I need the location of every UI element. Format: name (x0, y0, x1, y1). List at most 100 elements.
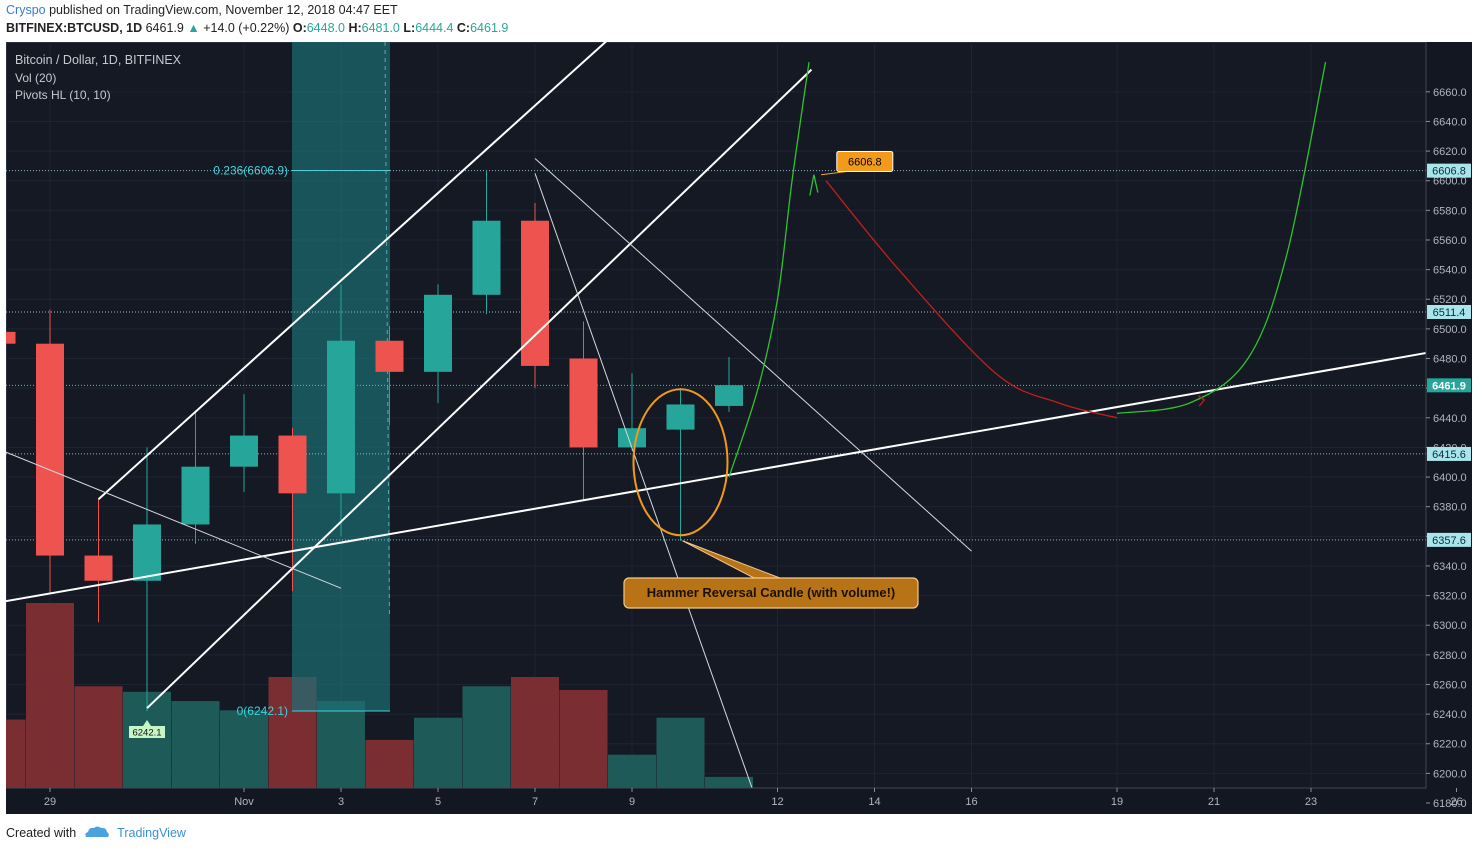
projection-arrow-icon (1197, 395, 1206, 407)
y-tick-label: 6640.0 (1433, 116, 1467, 128)
candle-body (569, 358, 598, 448)
y-tick-label: 6400.0 (1433, 472, 1467, 484)
plot-layer: 0.236(6606.9) 0(6242.1) Hammer Reversal Ca… (6, 42, 1426, 788)
x-tick-label: 26 (1450, 796, 1462, 808)
trend-line (146, 68, 813, 709)
x-axis: 29 Nov 3 5 7 9 12 14 16 19 21 23 26 (6, 787, 1463, 808)
x-tick-label: 5 (435, 796, 441, 808)
pivot-label-text: 6242.1 (132, 728, 161, 739)
y-tick-label: 6440.0 (1433, 413, 1467, 425)
x-tick-label: 19 (1111, 796, 1123, 808)
publish-info: Cryspo published on TradingView.com, Nov… (6, 3, 398, 17)
close-value: 6461.9 (470, 21, 509, 35)
trend-line (534, 173, 753, 788)
indicator-label: Vol (20) (15, 71, 56, 85)
candle-body (666, 404, 695, 430)
open-value: 6448.0 (306, 21, 345, 35)
candle-body (278, 435, 307, 494)
candle-body (181, 466, 210, 525)
high-value: 6481.0 (361, 21, 400, 35)
y-tick-label: 6500.0 (1433, 324, 1467, 336)
candle-body (375, 340, 404, 372)
price-line-label: 6511.4 (1433, 307, 1466, 319)
author-link[interactable]: Cryspo (6, 3, 46, 17)
volume-bar (705, 776, 753, 788)
cloud-logo-icon (85, 826, 109, 837)
fib-level-top-label: 0.236(6606.9) (213, 163, 288, 177)
x-tick-label: 23 (1305, 796, 1317, 808)
x-tick-label: 12 (771, 796, 783, 808)
y-tick-label: 6580.0 (1433, 205, 1467, 217)
trend-line (534, 158, 972, 552)
price-change: +14.0 (+0.22%) (203, 21, 290, 35)
volume-bar (317, 701, 365, 788)
candle-body (36, 343, 64, 556)
price-line-label: 6606.8 (1432, 166, 1466, 178)
projection-curve (1116, 62, 1327, 414)
candle-body (6, 331, 16, 344)
volume-bar (559, 689, 608, 788)
footer: Created with TradingView (6, 825, 186, 840)
y-tick-label: 6200.0 (1433, 768, 1467, 780)
y-tick-label: 6220.0 (1433, 739, 1467, 751)
y-tick-label: 6380.0 (1433, 502, 1467, 514)
y-tick-label: 6480.0 (1433, 354, 1467, 366)
candle-body (424, 294, 452, 372)
y-tick-label: 6660.0 (1433, 87, 1467, 99)
y-tick-label: 6240.0 (1433, 709, 1467, 721)
y-tick-label: 6300.0 (1433, 620, 1467, 632)
projection-arrow-icon (809, 174, 819, 196)
volume-bar (656, 717, 705, 788)
volume-bar (74, 686, 123, 788)
pivot-label-box (129, 726, 165, 738)
x-tick-label: Nov (234, 796, 254, 808)
volume-bar (6, 719, 26, 788)
symbol-info: BITFINEX:BTCUSD, 1D 6461.9 ▲ +14.0 (+0.2… (6, 21, 508, 35)
trend-line (6, 451, 342, 589)
candle-body (230, 435, 258, 467)
price-line-label-box (1427, 304, 1471, 319)
y-tick-label: 6560.0 (1433, 235, 1467, 247)
pivot-marker-icon (143, 720, 151, 726)
close-label: C: (456, 21, 471, 35)
price-chart[interactable]: 0.236(6606.9) 0(6242.1) Hammer Reversal Ca… (6, 42, 1472, 814)
y-tick-label: 6320.0 (1433, 591, 1467, 603)
trend-line (97, 42, 607, 501)
y-tick-label: 6340.0 (1433, 561, 1467, 573)
published-text: published on TradingView.com, November 1… (49, 3, 398, 17)
candle-body (327, 340, 355, 494)
y-tick-label: 6600.0 (1433, 176, 1467, 188)
up-arrow-icon: ▲ (187, 21, 200, 35)
indicator-label: Pivots HL (10, 10) (15, 88, 111, 102)
x-tick-label: 3 (338, 796, 344, 808)
created-with-text: Created with (6, 826, 77, 840)
candle-body (472, 220, 501, 295)
candle-body (521, 220, 549, 366)
x-tick-label: 9 (629, 796, 635, 808)
tradingview-brand-link[interactable]: TradingView (117, 826, 186, 840)
volume-bar (26, 603, 74, 788)
y-tick-label: 6260.0 (1433, 679, 1467, 691)
price-line-label-box (1427, 446, 1471, 461)
projection-curves (728, 62, 1327, 478)
fib-guide-line (384, 42, 390, 619)
high-label: H: (348, 21, 362, 35)
symbol-label[interactable]: BITFINEX:BTCUSD, 1D (6, 21, 143, 35)
projection-curve (728, 62, 810, 478)
y-tick-label: 6620.0 (1433, 146, 1467, 158)
callout-box (623, 577, 919, 609)
candles (6, 170, 743, 712)
target-connector (821, 170, 847, 176)
y-tick-label: 6520.0 (1433, 294, 1467, 306)
chart-title: Bitcoin / Dollar, 1D, BITFINEX (15, 53, 182, 67)
volume-bars (6, 603, 753, 788)
hammer-highlight-ellipse (632, 388, 729, 537)
low-label: L: (403, 21, 416, 35)
volume-bar (462, 686, 511, 788)
fib-level-bottom-label: 0(6242.1) (237, 704, 288, 718)
trend-line (6, 352, 1426, 603)
target-label-box (836, 150, 894, 172)
volume-bar (171, 701, 220, 788)
y-tick-label: 6180.0 (1433, 798, 1467, 810)
candle-body (133, 524, 161, 581)
